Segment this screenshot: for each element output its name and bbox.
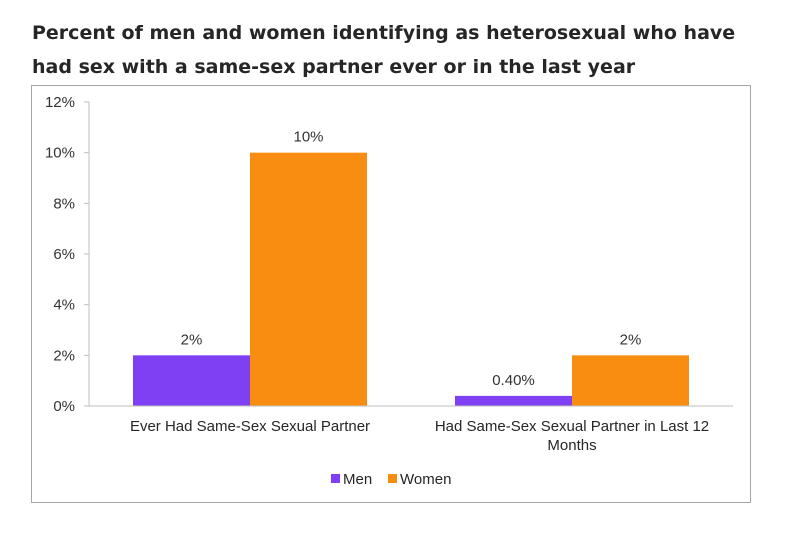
chart-title: Percent of men and women identifying as … [32, 22, 736, 78]
bar-women [572, 355, 689, 406]
bar-women [250, 152, 367, 406]
chart-area [31, 85, 751, 503]
data-label: 2% [620, 331, 642, 348]
legend-label-women: Women [400, 471, 451, 488]
x-category-label: Had Same-Sex Sexual Partner in Last 12 Mo… [435, 418, 709, 454]
bar-men [455, 395, 572, 406]
y-tick-label: 10% [45, 145, 75, 162]
data-label: 10% [293, 129, 323, 146]
bar-men [133, 355, 250, 406]
y-tick-label: 2% [53, 347, 75, 364]
data-label: 2% [181, 331, 203, 348]
legend-swatch-women [388, 474, 397, 483]
data-label: 0.40% [492, 372, 535, 389]
y-tick-label: 0% [53, 398, 75, 415]
legend-label-men: Men [343, 471, 372, 488]
y-tick-label: 8% [53, 195, 75, 212]
y-tick-label: 12% [45, 94, 75, 111]
x-category-label: Ever Had Same-Sex Sexual Partner [130, 418, 370, 435]
y-tick-label: 6% [53, 246, 75, 263]
y-tick-label: 4% [53, 297, 75, 314]
legend-swatch-men [331, 474, 340, 483]
